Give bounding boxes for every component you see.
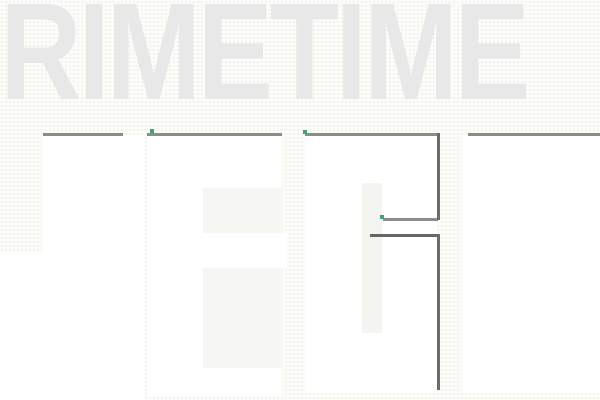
letter-g-right-bottom [437, 234, 440, 390]
accent-mark [150, 129, 154, 133]
letter-a-outline [468, 133, 600, 136]
letter-a [462, 135, 600, 393]
letter-g-gap [362, 183, 382, 333]
accent-mark [303, 130, 307, 134]
letter-g-crossbar [370, 234, 438, 237]
letter-m-stem [0, 253, 60, 400]
letter-g-crossbar-top [383, 218, 438, 221]
letter-e-gap [203, 188, 283, 368]
letter-g-outline [305, 133, 437, 136]
letter-e-middle [147, 233, 287, 268]
logo-top-text: RIMETIME [0, 0, 530, 129]
accent-mark [380, 215, 384, 219]
letter-g-right-top [437, 133, 440, 220]
letter-m-outline [43, 133, 123, 136]
letter-e-outline [147, 133, 282, 136]
logo-bottom-letters [0, 129, 600, 400]
